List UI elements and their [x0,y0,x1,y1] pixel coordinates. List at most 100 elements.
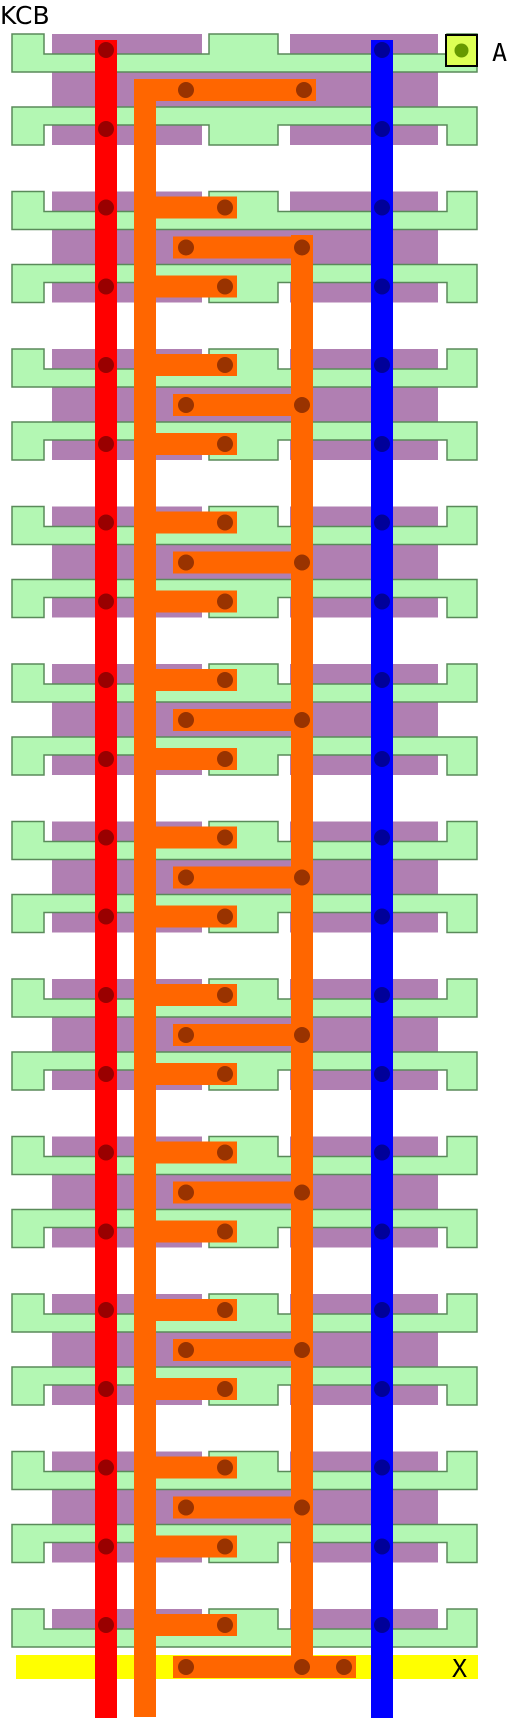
diffusion-layer [11,33,478,1648]
pin-a-contact [454,43,469,58]
contact-right [374,357,390,373]
metal-stub-outer [145,984,237,1006]
pin-a-label: A [492,38,507,67]
contact-outer-stub [217,1617,233,1633]
metal-stub-inner [173,236,313,259]
metal-stub-outer [145,1378,237,1400]
metal-stub-outer [145,826,237,849]
contact-right [374,1381,390,1397]
metal-stub-outer [145,1141,237,1164]
metal-stub-x [173,1656,356,1678]
contact-left [98,1538,114,1555]
contact-left [98,1066,114,1082]
contact-outer-stub [217,1144,233,1161]
contact-inner-rail [294,397,310,413]
contact-outer-stub [217,1381,233,1397]
diffusion-strip [11,978,478,1018]
metal-stub-outer [145,354,237,376]
contact-right [374,1066,390,1082]
contact-left [98,1302,114,1318]
diffusion-strip [11,893,478,934]
metal-rail-orange-inner [291,235,313,1675]
diffusion-strip [11,1293,478,1333]
contact-x-stub [178,1659,194,1675]
metal-layer [95,40,393,1718]
contact-outer-stub [217,829,233,846]
metal-stub-inner [173,1024,313,1046]
contact-outer-stub [217,1459,233,1476]
contact-left [98,672,114,688]
metal-stub-outer [145,1456,237,1479]
contact-right [374,121,390,137]
contact-right [374,1302,390,1318]
contact-left [98,121,114,137]
contact-inner-stub [178,397,194,413]
contact-right [374,987,390,1003]
diffusion-strip [11,190,478,231]
metal-stub-inner [173,709,313,731]
metal-stub-outer [145,748,237,770]
contact-x-stub [294,1659,310,1675]
contact-left [98,1223,114,1240]
contact-left [98,199,114,216]
metal-rail-left [95,40,117,1718]
contact-left [98,42,114,58]
diffusion-strip [11,106,478,146]
metal-stub-outer [145,905,237,928]
diffusion-strip [11,348,478,388]
contact-outer-stub [217,987,233,1003]
contact-outer-stub [217,357,233,373]
contact-left [98,751,114,767]
contact-inner-rail [294,1184,310,1201]
contact-inner-stub [178,712,194,728]
contact-inner-rail [294,239,310,256]
contact-inner-stub [178,554,194,571]
contact-left [98,278,114,295]
contact-top-stub [296,82,312,98]
contact-right [374,672,390,688]
metal-stub-inner [173,1339,313,1361]
contact-left [98,357,114,373]
contact-right [374,436,390,452]
metal-stub-outer [145,1535,237,1558]
contact-inner-rail [294,869,310,886]
contact-left [98,1144,114,1161]
contact-inner-stub [178,1027,194,1043]
contact-top-stub [178,82,194,98]
contact-outer-stub [217,908,233,925]
metal-stub-outer [145,1299,237,1321]
diffusion-strip [11,820,478,861]
metal-stub-inner [173,1496,313,1519]
contact-left [98,436,114,452]
contact-outer-stub [217,278,233,295]
contact-outer-stub [217,672,233,688]
diagram-title: KCB [0,1,50,30]
diffusion-strip [11,578,478,619]
contact-outer-stub [217,514,233,531]
contact-left [98,1381,114,1397]
metal-stub-inner [173,866,313,889]
contact-x-stub [336,1659,352,1675]
contact-left [98,514,114,531]
contact-outer-stub [217,1302,233,1318]
contact-right [374,278,390,295]
pin-layer [445,34,478,67]
contact-left [98,987,114,1003]
metal-stub-outer [145,1614,237,1636]
contact-left [98,1459,114,1476]
metal-stub-inner [173,551,313,574]
metal-stub-outer [145,590,237,613]
diffusion-strip [11,33,478,73]
contact-inner-rail [294,1499,310,1516]
contact-left [98,1617,114,1633]
contact-layer [98,42,390,1675]
contact-inner-stub [178,1184,194,1201]
contact-right [374,1538,390,1555]
diffusion-strip [11,1523,478,1564]
contact-outer-stub [217,1066,233,1082]
diffusion-strip [11,1208,478,1249]
contact-right [374,1223,390,1240]
contact-inner-stub [178,869,194,886]
contact-left [98,829,114,846]
